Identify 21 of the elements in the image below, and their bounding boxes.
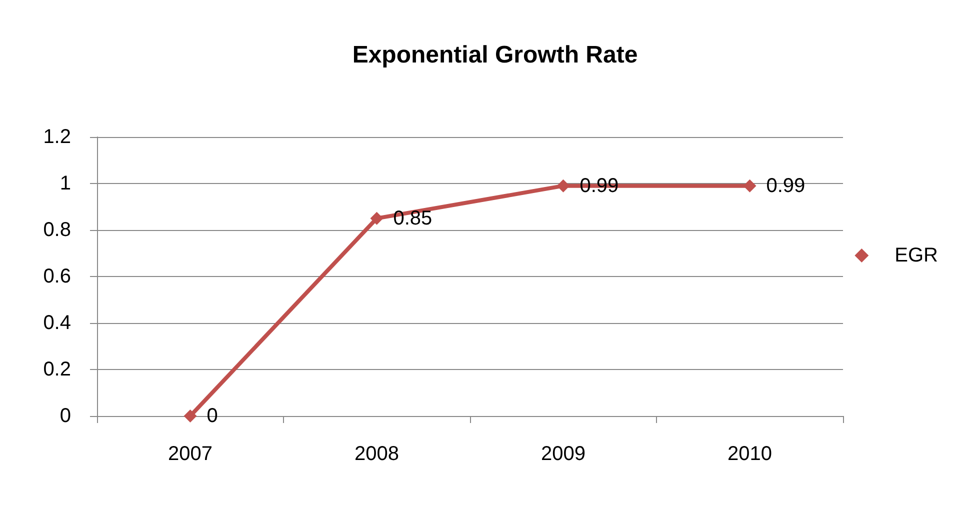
point: [743, 179, 756, 192]
y-tick-label: 0.2: [43, 358, 71, 380]
y-tick-label: 1.2: [43, 126, 71, 148]
data-label: 0: [206, 405, 218, 427]
data-label: 0.99: [580, 174, 619, 197]
legend-label: EGR: [894, 244, 938, 266]
y-tick-label: 0.4: [43, 312, 71, 334]
y-tick-label: 1: [60, 172, 71, 194]
data-label: 0.85: [393, 207, 432, 230]
x-tick-label: 2010: [728, 443, 772, 465]
x-tick-label: 2009: [541, 443, 586, 465]
chart-title: Exponential Growth Rate: [352, 42, 638, 68]
y-tick-label: 0.8: [43, 219, 71, 241]
point: [184, 410, 197, 422]
y-tick-label: 0.6: [43, 266, 71, 288]
y-tick-label: 0: [60, 405, 71, 427]
x-tick-label: 2007: [168, 443, 212, 465]
data-label: 0.99: [766, 174, 806, 197]
point: [556, 179, 570, 192]
x-tick-label: 2008: [354, 443, 399, 465]
point: [370, 212, 384, 225]
